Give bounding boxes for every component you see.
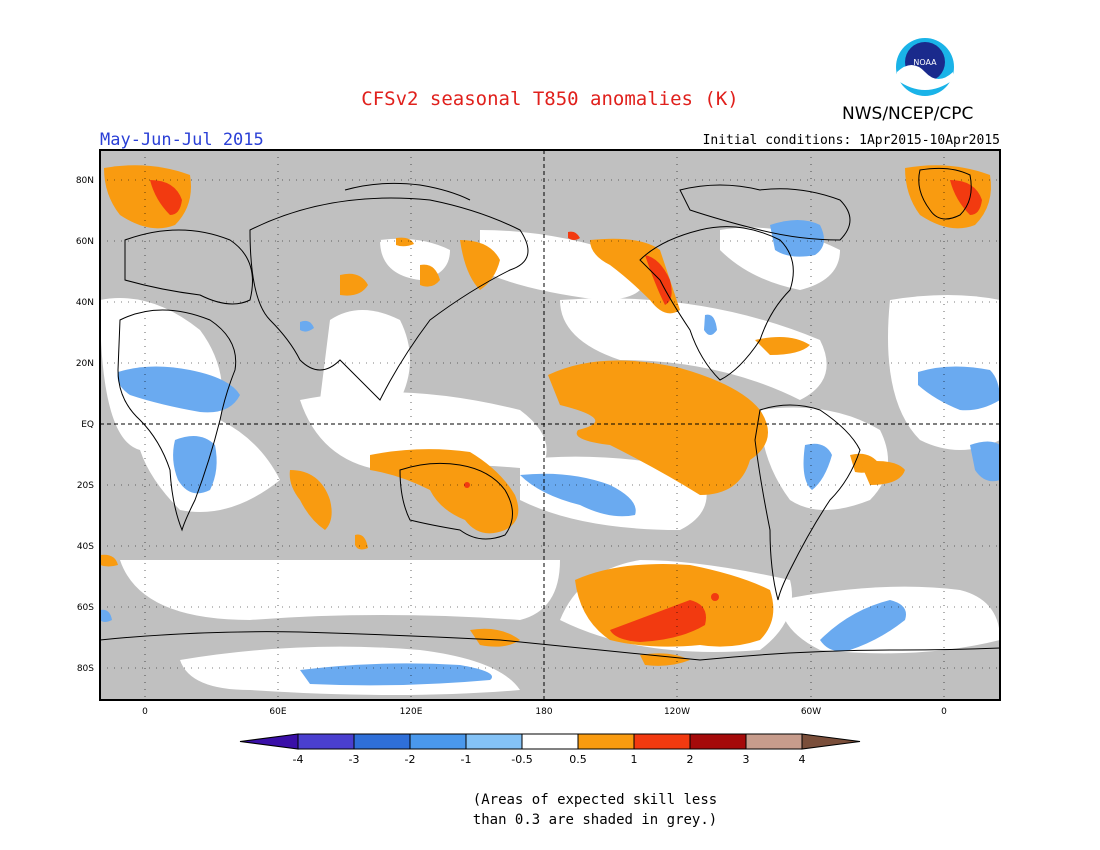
coastlines xyxy=(100,167,1000,661)
colorbar-label: 1 xyxy=(631,753,638,766)
lon-label: 120E xyxy=(400,707,423,717)
noaa-logo-text: NOAA xyxy=(913,58,937,67)
colorbar: -4 -3 -2 -1 -0.5 0.5 1 2 3 4 xyxy=(239,733,861,766)
colorbar-label: -2 xyxy=(405,753,416,766)
lon-label: 120W xyxy=(664,707,690,717)
skill-note-line1: (Areas of expected skill less xyxy=(472,792,718,808)
lon-label: 60W xyxy=(801,707,821,717)
colorbar-swatch xyxy=(633,733,691,750)
colorbar-swatch xyxy=(239,733,299,750)
colorbar-label: -1 xyxy=(461,753,472,766)
graticule xyxy=(100,150,1000,700)
colorbar-swatch xyxy=(465,733,523,750)
colorbar-label: 2 xyxy=(687,753,694,766)
colorbar-swatch xyxy=(297,733,355,750)
noaa-logo: NOAA xyxy=(896,38,954,96)
colorbar-swatch xyxy=(745,733,803,750)
initial-conditions-label: Initial conditions: 1Apr2015-10Apr2015 xyxy=(702,133,1000,148)
colorbar-label: -3 xyxy=(349,753,360,766)
lon-label: 0 xyxy=(142,707,148,717)
lat-label: 80N xyxy=(76,176,94,186)
lat-label: 60S xyxy=(77,603,94,613)
colorbar-swatch xyxy=(801,733,861,750)
lat-label: 20S xyxy=(77,481,94,491)
lon-label: 60E xyxy=(269,707,286,717)
lat-label: 40S xyxy=(77,542,94,552)
lat-label: EQ xyxy=(81,420,94,430)
lon-label: 0 xyxy=(941,707,947,717)
colorbar-swatch xyxy=(577,733,635,750)
colorbar-swatch xyxy=(521,733,579,750)
colorbar-label: -4 xyxy=(293,753,304,766)
agency-label: NWS/NCEP/CPC xyxy=(842,104,974,124)
negative-anomaly-regions xyxy=(100,220,1000,686)
colorbar-label: 0.5 xyxy=(569,753,587,766)
lat-label: 80S xyxy=(77,664,94,674)
lat-label: 40N xyxy=(76,298,94,308)
skill-note-line2: than 0.3 are shaded in grey.) xyxy=(472,812,718,828)
lon-label: 180 xyxy=(535,707,552,717)
season-label: May-Jun-Jul 2015 xyxy=(100,130,264,150)
longitude-labels: 0 60E 120E 180 120W 60W 0 xyxy=(142,707,947,717)
colorbar-swatch xyxy=(353,733,411,750)
colorbar-label: 3 xyxy=(743,753,750,766)
map-panel xyxy=(99,149,1001,701)
skill-note: (Areas of expected skill less than 0.3 a… xyxy=(0,790,1100,830)
lat-label: 60N xyxy=(76,237,94,247)
colorbar-swatch xyxy=(409,733,467,750)
colorbar-swatch xyxy=(689,733,747,750)
chart-title: CFSv2 seasonal T850 anomalies (K) xyxy=(361,88,739,110)
strong-positive-anomaly-regions xyxy=(150,180,982,642)
colorbar-label: -0.5 xyxy=(511,753,532,766)
latitude-labels: 80N 60N 40N 20N EQ 20S 40S 60S 80S xyxy=(76,176,94,674)
lat-label: 20N xyxy=(76,359,94,369)
colorbar-label: 4 xyxy=(799,753,806,766)
